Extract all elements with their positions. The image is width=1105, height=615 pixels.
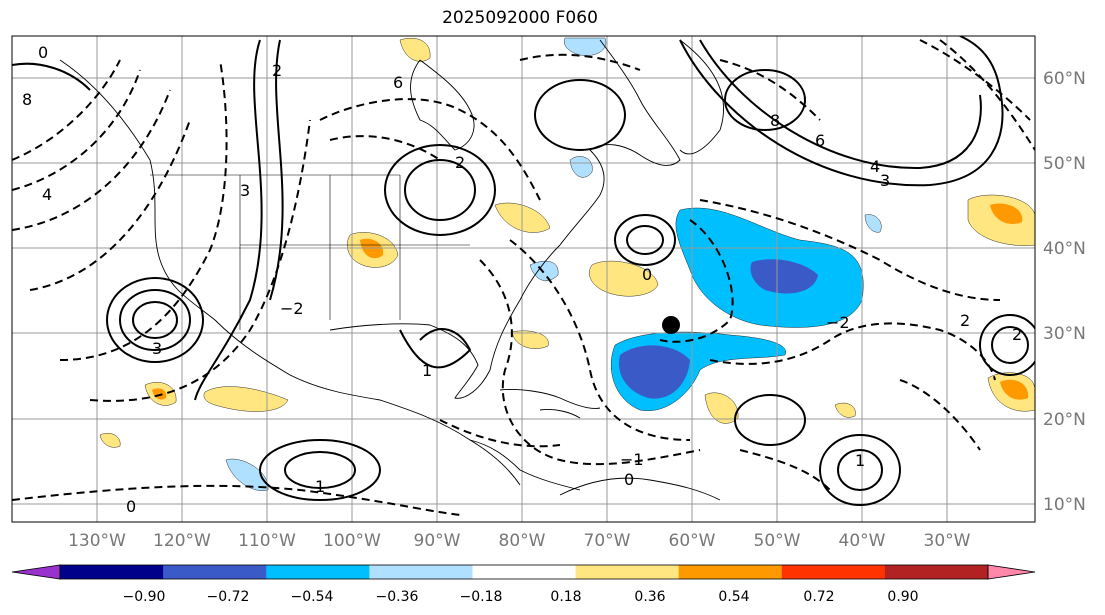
longitude-labels: 130°W 120°W 110°W 100°W 90°W 80°W 70°W 6… <box>68 531 971 551</box>
colorbar-border <box>59 564 989 580</box>
shade-lightblue-5 <box>864 214 882 233</box>
colorbar-tick: 0.18 <box>550 589 581 605</box>
shading-layer <box>99 37 1035 491</box>
contour-label: 2 <box>272 61 282 80</box>
colorbar-tick: −0.54 <box>291 589 334 605</box>
latitude-label: 10°N <box>1043 495 1086 515</box>
colorbar-extend-high <box>987 564 1036 580</box>
contour-label: 3 <box>152 339 162 358</box>
colorbar-segment <box>781 565 886 579</box>
longitude-label: 40°W <box>839 531 886 551</box>
shade-yellow-1 <box>399 37 431 62</box>
colorbar-tick: 0.54 <box>718 589 749 605</box>
colorbar-extend-low <box>11 564 61 580</box>
colorbar-tick: 0.36 <box>634 589 665 605</box>
contour-label: −2 <box>826 313 850 332</box>
contour-label: 8 <box>770 111 780 130</box>
graticule <box>12 36 1035 522</box>
coastlines <box>59 39 724 501</box>
contour-label: 0 <box>126 497 136 516</box>
colorbar-segment <box>575 565 680 579</box>
contour-label: 6 <box>815 131 825 150</box>
shade-lightblue-2 <box>569 156 593 178</box>
map-frame <box>11 35 1036 523</box>
longitude-label: 110°W <box>238 531 296 551</box>
longitude-label: 60°W <box>669 531 716 551</box>
colorbar-segment <box>884 565 989 579</box>
contour-label: 6 <box>393 73 403 92</box>
shade-lightblue-1 <box>564 37 607 56</box>
contour-label: 3 <box>240 181 250 200</box>
contour-label: 4 <box>870 157 880 176</box>
colorbar-segment <box>472 565 577 579</box>
latitude-label: 20°N <box>1043 410 1086 430</box>
contour-label: 8 <box>22 90 32 109</box>
contour-label: 1 <box>422 361 432 380</box>
contour-label: 2 <box>960 311 970 330</box>
contour-label: 1 <box>315 477 325 496</box>
contours-dashed <box>12 39 1035 516</box>
longitude-label: 100°W <box>323 531 381 551</box>
longitude-label: 70°W <box>584 531 631 551</box>
shade-orange-4 <box>1000 379 1029 400</box>
longitude-label: 120°W <box>153 531 211 551</box>
colorbar-tick: −0.72 <box>207 589 250 605</box>
colorbar-tick: −0.36 <box>376 589 419 605</box>
map-title: 2025092000 F060 <box>442 8 598 28</box>
latitude-labels: 60°N 50°N 40°N 30°N 20°N 10°N <box>1043 69 1086 515</box>
longitude-label: 130°W <box>68 531 126 551</box>
contour-label: 2 <box>455 153 465 172</box>
colorbar-segment <box>60 565 164 579</box>
colorbar-segment <box>369 565 473 579</box>
longitude-label: 30°W <box>924 531 971 551</box>
colorbar-tick: 0.72 <box>803 589 834 605</box>
contour-label: −2 <box>280 299 304 318</box>
colorbar-segment <box>678 565 783 579</box>
latitude-label: 40°N <box>1043 239 1086 259</box>
storm-center-marker <box>662 316 680 334</box>
shade-yellow-8 <box>511 330 549 349</box>
colorbar-tick: −0.18 <box>460 589 503 605</box>
colorbar-tick: 0.90 <box>887 589 918 605</box>
shade-yellow-11 <box>99 433 121 448</box>
contour-label: 0 <box>38 43 48 62</box>
shade-yellow-12 <box>834 402 856 418</box>
colorbar-ticks: −0.90 −0.72 −0.54 −0.36 −0.18 0.18 0.36 … <box>123 589 919 605</box>
contour-label: 0 <box>624 470 634 489</box>
longitude-label: 50°W <box>754 531 801 551</box>
longitude-label: 90°W <box>414 531 461 551</box>
shade-lightblue-4 <box>529 260 559 281</box>
contour-label: 4 <box>42 185 52 204</box>
shade-orange-1 <box>360 238 384 259</box>
longitude-label: 80°W <box>499 531 546 551</box>
shade-lightblue-3 <box>225 458 269 491</box>
latitude-label: 60°N <box>1043 69 1086 89</box>
contour-label: 2 <box>1012 325 1022 344</box>
colorbar-segment <box>163 565 267 579</box>
contour-label: −1 <box>620 450 644 469</box>
colorbar-tick: −0.90 <box>123 589 166 605</box>
contour-label: 3 <box>880 171 890 190</box>
contour-label: 0 <box>642 265 652 284</box>
shade-dark-south <box>618 345 690 399</box>
shade-orange-3 <box>990 203 1023 225</box>
shade-yellow-7 <box>704 392 739 424</box>
colorbar-segment <box>266 565 370 579</box>
colorbar <box>11 564 1036 580</box>
shade-dark-north <box>750 259 818 294</box>
contour-labels: 0 2 3 4 6 8 1 −2 0 1 2 3 0 4 3 6 8 −2 2 … <box>22 43 1022 516</box>
latitude-label: 50°N <box>1043 154 1086 174</box>
contour-label: 1 <box>855 451 865 470</box>
latitude-label: 30°N <box>1043 324 1086 344</box>
